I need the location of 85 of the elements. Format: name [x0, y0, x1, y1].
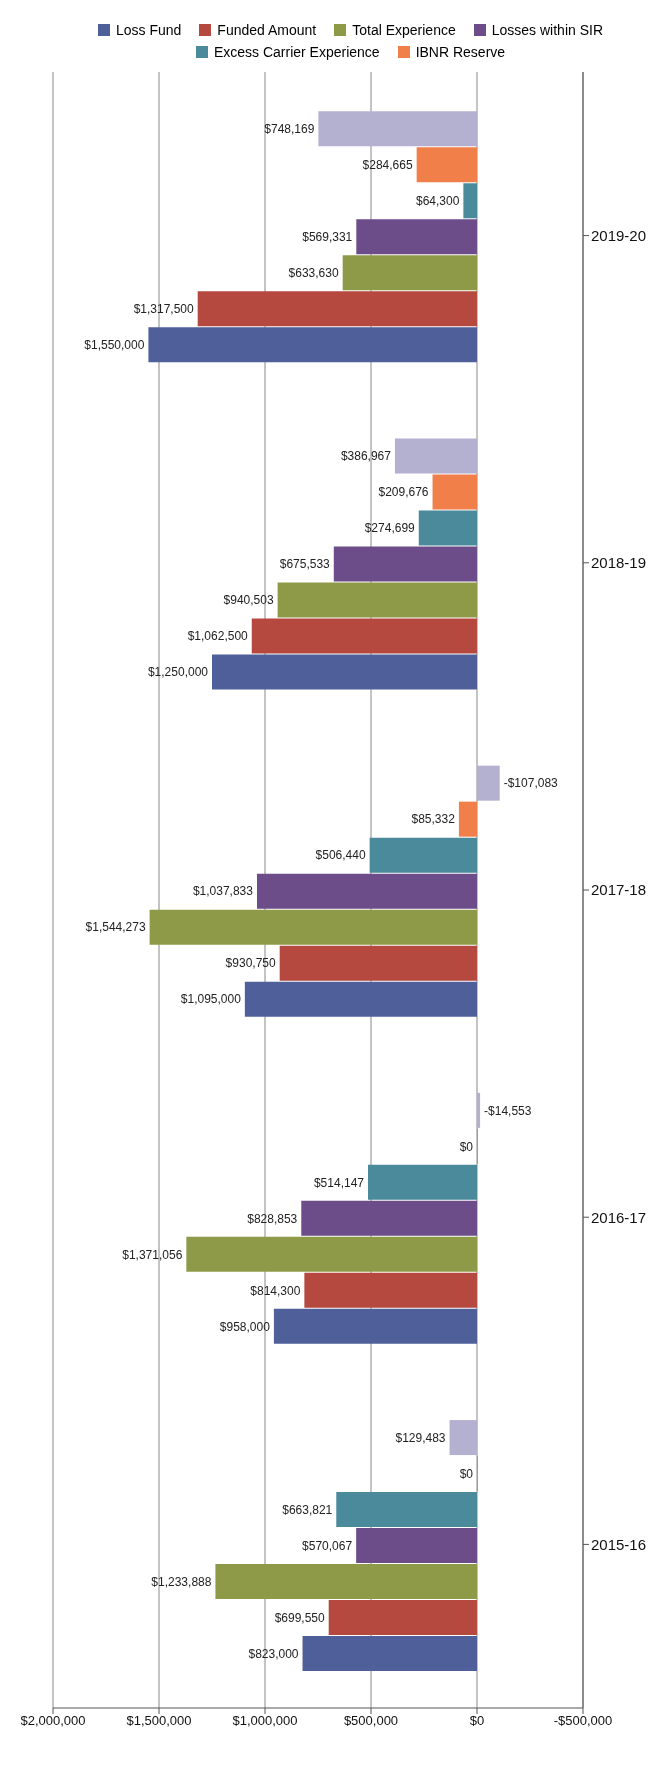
bar: [416, 147, 477, 183]
bar: [256, 873, 477, 909]
data-label: $570,067: [302, 1538, 353, 1553]
data-label: -$107,083: [503, 776, 559, 791]
bar: [458, 801, 477, 837]
data-label: $1,037,833: [192, 884, 254, 899]
y-tick-label: 2016-17: [591, 1208, 647, 1226]
bar: [318, 111, 477, 147]
data-label: $823,000: [248, 1646, 299, 1661]
data-label: $64,300: [415, 193, 460, 208]
data-label: $514,147: [313, 1175, 365, 1190]
y-tick-label: 2018-19: [591, 554, 647, 572]
data-label: $284,665: [362, 157, 413, 172]
bar: [301, 1200, 477, 1236]
bar: [477, 1092, 481, 1128]
data-label: $386,967: [340, 449, 392, 464]
bar: [342, 255, 477, 291]
bar: [328, 1600, 477, 1636]
bar: [215, 1564, 477, 1600]
bar: [356, 219, 477, 255]
bar: [418, 510, 477, 546]
data-label: $1,550,000: [84, 337, 145, 352]
x-tick-label: $1,500,000: [126, 1713, 192, 1729]
bar: [148, 327, 477, 363]
data-label: $569,331: [302, 229, 353, 244]
y-tick-label: 2017-18: [591, 881, 647, 899]
legend-label: IBNR Reserve: [414, 44, 506, 60]
y-tick-label: 2015-16: [591, 1535, 647, 1553]
x-tick-label: $500,000: [343, 1713, 399, 1729]
x-tick-label: $1,000,000: [232, 1713, 298, 1729]
data-label: $1,317,500: [133, 301, 195, 316]
data-label: $675,533: [279, 557, 331, 572]
bar: [186, 1236, 477, 1272]
legend-label: Loss Fund: [115, 22, 182, 38]
data-label: $274,699: [364, 521, 416, 536]
data-label: $1,062,500: [187, 629, 249, 644]
data-label: $940,503: [223, 593, 274, 608]
y-tick-label: 2019-20: [591, 226, 647, 244]
bar: [149, 909, 477, 945]
data-label: $1,233,888: [151, 1574, 212, 1589]
data-label: $85,332: [411, 812, 456, 827]
data-label: $663,821: [282, 1502, 333, 1517]
data-label: $748,169: [264, 121, 315, 136]
bar: [463, 183, 477, 219]
x-tick-label: -$500,000: [553, 1713, 613, 1729]
data-label: $0: [459, 1466, 474, 1481]
legend-label: Excess Carrier Experience: [212, 44, 380, 60]
bar: [449, 1420, 477, 1456]
bar: [244, 981, 477, 1017]
data-label: $1,544,273: [85, 920, 146, 935]
data-label: $814,300: [250, 1283, 301, 1298]
legend-label: Losses within SIR: [490, 22, 604, 38]
data-label: $930,750: [225, 956, 276, 971]
data-label: $958,000: [219, 1319, 271, 1334]
data-label: $506,440: [315, 848, 366, 863]
bar: [251, 618, 477, 654]
bar: [212, 654, 477, 690]
data-label: $828,853: [247, 1211, 298, 1226]
data-label: $633,630: [288, 265, 339, 280]
data-label: -$14,553: [484, 1103, 532, 1118]
bar: [369, 837, 477, 873]
data-label: $699,550: [274, 1610, 326, 1625]
data-label: $1,371,056: [122, 1247, 183, 1262]
data-label: $1,095,000: [180, 992, 242, 1007]
data-label: $129,483: [395, 1430, 446, 1445]
x-tick-label: $0: [469, 1713, 485, 1729]
bar: [277, 582, 477, 618]
legend-label: Total Experience: [351, 22, 456, 38]
bar: [432, 474, 477, 510]
bar: [273, 1308, 477, 1344]
bar: [356, 1528, 477, 1564]
bar: [302, 1636, 477, 1672]
bar: [394, 438, 477, 474]
data-label: $209,676: [378, 485, 429, 500]
bar: [197, 291, 477, 327]
legend-label: Funded Amount: [216, 22, 317, 38]
bar: [304, 1272, 477, 1308]
bar: [368, 1164, 477, 1200]
bar: [333, 546, 477, 582]
bar: [477, 765, 500, 801]
bar: [279, 945, 477, 981]
x-tick-label: $2,000,000: [20, 1713, 86, 1729]
data-label: $1,250,000: [147, 665, 209, 680]
bar: [336, 1492, 477, 1528]
data-label: $0: [459, 1139, 474, 1154]
